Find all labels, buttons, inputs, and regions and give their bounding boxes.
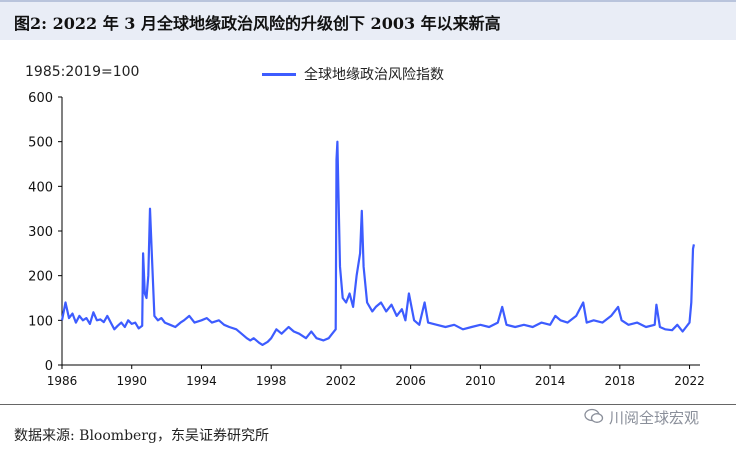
x-tick-label: 1994 <box>186 374 217 388</box>
legend-swatch <box>262 72 296 76</box>
chart-canvas: 0 100 200 300 400 500 600 1986 1990 1994 1998 2002… <box>28 91 705 388</box>
series-line <box>60 140 695 346</box>
y-tick-label: 0 <box>45 359 53 374</box>
watermark-text: 川阅全球宏观 <box>609 409 700 427</box>
x-tick-label: 2002 <box>326 374 357 388</box>
legend-label: 全球地缘政治风险指数 <box>304 67 444 83</box>
x-tick-label: 2010 <box>465 374 496 388</box>
chart-title: 图2: 2022 年 3 月全球地缘政治风险的升级创下 2003 年以来新高 <box>14 14 501 33</box>
x-tick-label: 1986 <box>47 374 78 388</box>
x-tick-label: 1990 <box>116 374 147 388</box>
x-tick-label: 2018 <box>605 374 636 388</box>
x-axis: 1986 1990 1994 1998 2002 2006 2010 2014 2018 2022 <box>47 364 705 388</box>
x-tick-label: 2014 <box>535 374 566 388</box>
y-tick-label: 200 <box>28 270 53 285</box>
y-tick-label: 100 <box>28 314 53 329</box>
title-bar: 图2: 2022 年 3 月全球地缘政治风险的升级创下 2003 年以来新高 <box>0 0 736 40</box>
y-tick-label: 600 <box>28 91 53 106</box>
x-tick-label: 2006 <box>395 374 426 388</box>
y-tick-label: 400 <box>28 180 53 195</box>
source-note: 数据来源: Bloomberg，东吴证券研究所 <box>14 428 269 444</box>
x-tick-label: 2022 <box>674 374 705 388</box>
y-tick-label: 500 <box>28 136 53 151</box>
y-tick-label: 300 <box>28 225 53 240</box>
y-axis: 0 100 200 300 400 500 600 <box>28 91 63 374</box>
legend: 全球地缘政治风险指数 <box>262 64 444 84</box>
watermark: 川阅全球宏观 <box>584 407 699 428</box>
x-tick-label: 1998 <box>256 374 287 388</box>
footer-divider <box>0 404 736 405</box>
unit-label: 1985:2019=100 <box>25 64 140 80</box>
wechat-icon <box>584 408 604 428</box>
